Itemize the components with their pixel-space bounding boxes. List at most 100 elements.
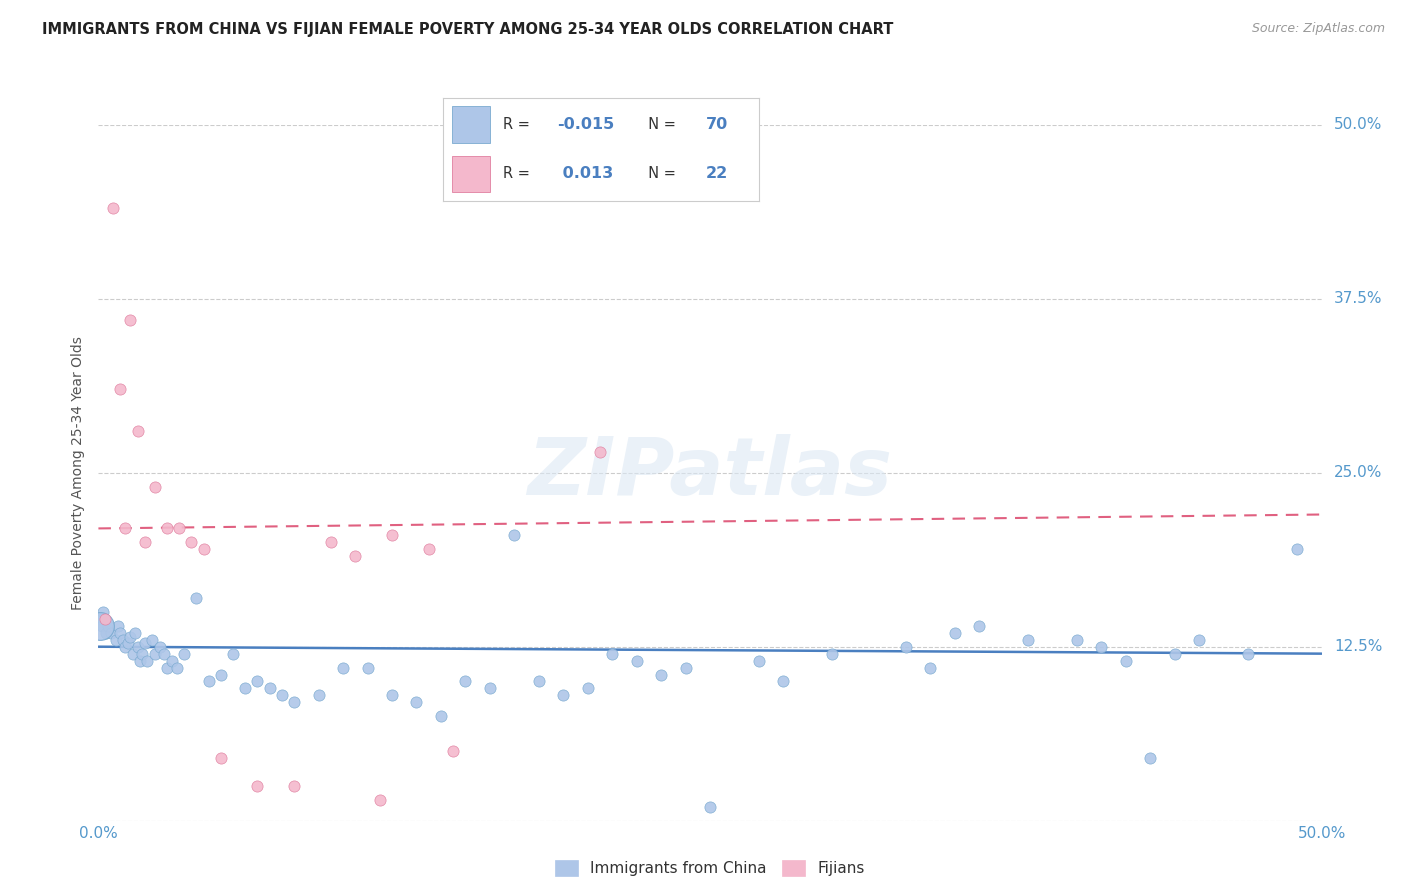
Point <box>626 654 648 668</box>
Point <box>1115 654 1137 668</box>
Point <box>114 640 136 654</box>
Point <box>117 635 139 649</box>
Point <box>111 632 134 647</box>
Text: 12.5%: 12.5% <box>1334 640 1382 654</box>
Point <box>101 202 124 216</box>
Point <box>129 654 152 668</box>
Point <box>246 674 269 689</box>
Point <box>209 751 232 765</box>
Text: 37.5%: 37.5% <box>1334 292 1382 306</box>
Text: Source: ZipAtlas.com: Source: ZipAtlas.com <box>1251 22 1385 36</box>
Point <box>110 382 132 396</box>
Text: N =: N = <box>640 117 681 132</box>
Point <box>589 445 612 459</box>
Text: 50.0%: 50.0% <box>1334 118 1382 132</box>
Point <box>920 660 942 674</box>
Point <box>121 647 143 661</box>
Point <box>1286 542 1309 557</box>
Point <box>356 660 378 674</box>
Point <box>503 528 526 542</box>
Point <box>246 779 269 793</box>
Point <box>209 667 232 681</box>
Point <box>1237 647 1260 661</box>
Point <box>89 619 111 633</box>
Point <box>478 681 501 696</box>
Text: 25.0%: 25.0% <box>1334 466 1382 480</box>
Y-axis label: Female Poverty Among 25-34 Year Olds: Female Poverty Among 25-34 Year Olds <box>72 335 86 610</box>
Point <box>173 647 195 661</box>
Point <box>454 674 477 689</box>
Point <box>134 635 156 649</box>
Point <box>1090 640 1112 654</box>
Point <box>600 647 623 661</box>
Point <box>405 695 427 709</box>
Text: ZIPatlas: ZIPatlas <box>527 434 893 512</box>
Point <box>127 424 149 438</box>
Point <box>772 674 794 689</box>
Point <box>650 667 672 681</box>
Point <box>381 689 404 703</box>
Point <box>134 535 156 549</box>
Point <box>100 625 122 640</box>
Point <box>110 625 132 640</box>
Point <box>180 535 202 549</box>
Point <box>381 528 404 542</box>
Point <box>332 660 354 674</box>
Text: R =: R = <box>503 117 534 132</box>
Point <box>675 660 697 674</box>
Point <box>91 605 114 619</box>
Point <box>93 612 115 626</box>
Point <box>222 647 245 661</box>
Point <box>943 625 966 640</box>
Point <box>233 681 256 696</box>
Point <box>430 709 453 723</box>
Point <box>156 660 179 674</box>
Point <box>197 674 219 689</box>
Point <box>283 695 305 709</box>
Text: N =: N = <box>640 166 681 180</box>
Point <box>120 630 142 644</box>
Point <box>283 779 305 793</box>
Point <box>344 549 367 564</box>
Point <box>308 689 330 703</box>
Point <box>894 640 917 654</box>
Bar <box>453 106 491 144</box>
Point <box>136 654 159 668</box>
Text: -0.015: -0.015 <box>557 117 614 132</box>
Point <box>143 480 166 494</box>
Bar <box>453 155 491 193</box>
Point <box>418 542 440 557</box>
Point <box>319 535 342 549</box>
Point <box>186 591 208 605</box>
Point <box>441 744 464 758</box>
Point <box>1188 632 1211 647</box>
Text: 0.013: 0.013 <box>557 166 613 180</box>
Point <box>368 793 391 807</box>
Legend: Immigrants from China, Fijians: Immigrants from China, Fijians <box>550 855 870 882</box>
Point <box>91 619 114 633</box>
Point <box>156 521 179 535</box>
Point <box>1066 632 1088 647</box>
Point <box>553 689 575 703</box>
Point <box>270 689 294 703</box>
Point <box>149 640 172 654</box>
Point <box>131 647 153 661</box>
Point <box>259 681 281 696</box>
Point <box>153 647 176 661</box>
Text: IMMIGRANTS FROM CHINA VS FIJIAN FEMALE POVERTY AMONG 25-34 YEAR OLDS CORRELATION: IMMIGRANTS FROM CHINA VS FIJIAN FEMALE P… <box>42 22 894 37</box>
Point <box>967 619 990 633</box>
Point <box>748 654 770 668</box>
Point <box>1164 647 1187 661</box>
Point <box>160 654 183 668</box>
Point <box>94 625 117 640</box>
Text: 22: 22 <box>706 166 728 180</box>
Point <box>104 632 127 647</box>
Point <box>1017 632 1039 647</box>
Point <box>166 660 188 674</box>
Point <box>127 640 149 654</box>
Point <box>97 619 120 633</box>
Point <box>143 647 166 661</box>
Point <box>576 681 599 696</box>
Text: R =: R = <box>503 166 534 180</box>
Point <box>527 674 550 689</box>
